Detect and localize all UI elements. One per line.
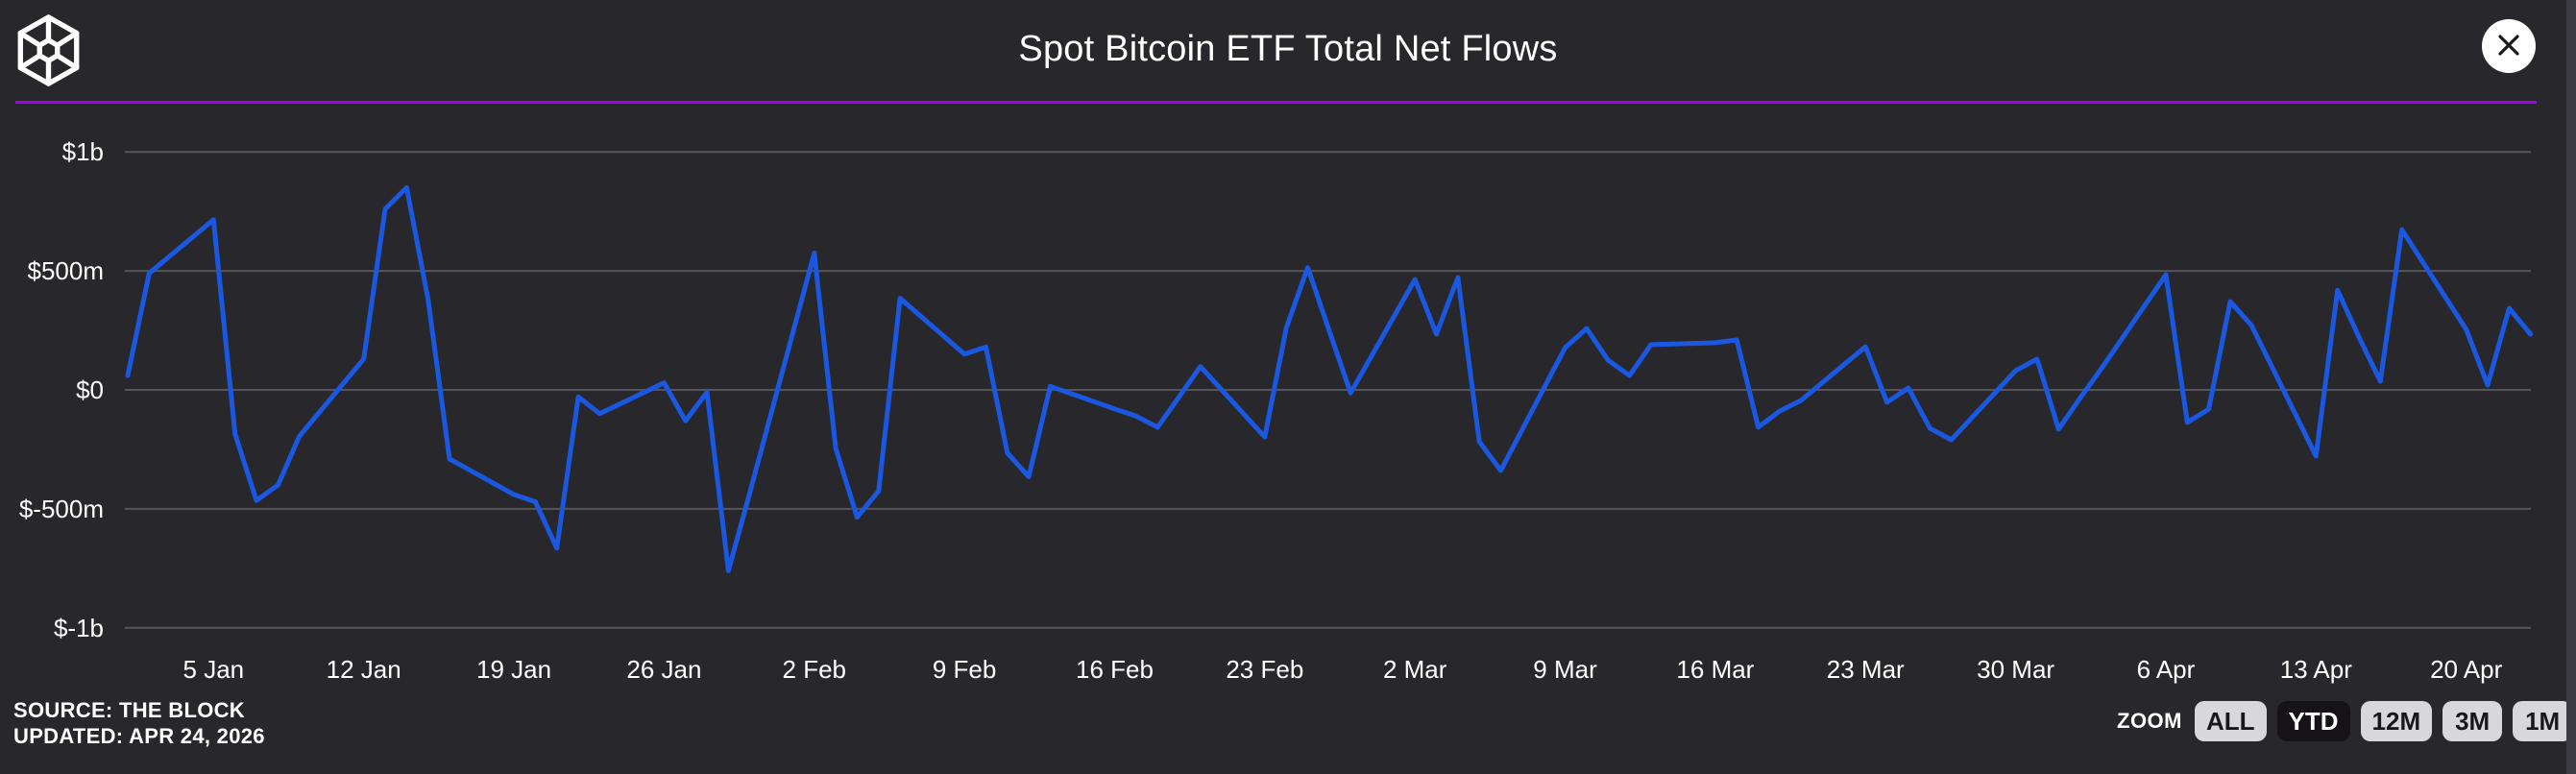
- gridlines: [125, 151, 2531, 629]
- y-axis-label: $0: [76, 375, 104, 404]
- header: Spot Bitcoin ETF Total Net Flows: [0, 0, 2576, 104]
- x-axis-label: 26 Jan: [626, 655, 702, 684]
- x-axis-label: 16 Mar: [1676, 655, 1755, 684]
- x-axis-label: 23 Feb: [1226, 655, 1304, 684]
- source-note: SOURCE: THE BLOCK UPDATED: APR 24, 2026: [13, 697, 265, 749]
- close-button[interactable]: [2482, 19, 2536, 73]
- x-axis-label: 2 Feb: [782, 655, 847, 684]
- zoom-button-all[interactable]: ALL: [2195, 701, 2267, 741]
- x-axis-label: 19 Jan: [476, 655, 552, 684]
- x-axis-label: 2 Mar: [1382, 655, 1447, 684]
- source-line: SOURCE: THE BLOCK: [13, 698, 245, 722]
- chart-title: Spot Bitcoin ETF Total Net Flows: [1018, 29, 1558, 69]
- x-axis-label: 23 Mar: [1826, 655, 1905, 684]
- x-axis-label: 20 Apr: [2430, 655, 2503, 684]
- x-axis-label: 6 Apr: [2136, 655, 2196, 684]
- zoom-label: ZOOM: [2117, 709, 2182, 733]
- updated-line: UPDATED: APR 24, 2026: [13, 724, 265, 748]
- x-axis-label: 9 Mar: [1533, 655, 1597, 684]
- zoom-button-1m[interactable]: 1M: [2513, 701, 2573, 741]
- zoom-button-12m[interactable]: 12M: [2360, 701, 2433, 741]
- zoom-button-3m[interactable]: 3M: [2442, 701, 2503, 741]
- x-axis-label: 13 Apr: [2279, 655, 2352, 684]
- zoom-buttons: ALL YTD 12M 3M 1M: [2195, 701, 2573, 741]
- y-axis-label: $-500m: [18, 494, 104, 523]
- y-axis-label: $-1b: [53, 613, 104, 642]
- y-axis-label: $500m: [27, 256, 105, 286]
- x-axis-label: 5 Jan: [182, 655, 245, 684]
- x-axis-label: 30 Mar: [1977, 655, 2055, 684]
- zoom-controls: ZOOM ALL YTD 12M 3M 1M: [2117, 701, 2573, 741]
- scrollbar[interactable]: [2566, 0, 2576, 774]
- y-axis-label: $1b: [61, 137, 104, 167]
- close-icon: [2496, 33, 2521, 60]
- x-axis-label: 9 Feb: [932, 655, 997, 684]
- net-flows-line[interactable]: [125, 184, 2534, 573]
- x-axis-label: 12 Jan: [326, 655, 401, 684]
- purple-divider: [15, 101, 2537, 104]
- zoom-button-ytd[interactable]: YTD: [2276, 701, 2350, 741]
- the-block-logo-icon: [17, 14, 80, 86]
- x-axis-label: 16 Feb: [1075, 655, 1154, 684]
